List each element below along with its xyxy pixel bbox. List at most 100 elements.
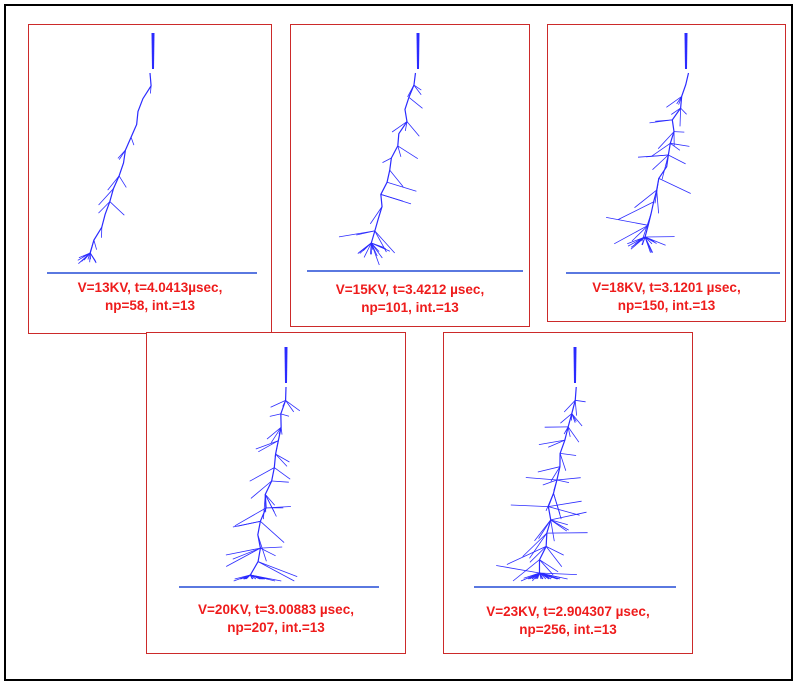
discharge-trunk [370,72,417,244]
panel-v18kv: V=18KV, t=3.1201 µsec, np=150, int.=13 [547,24,786,322]
discharge-branch [634,189,657,209]
discharge-tip-branch [250,574,261,580]
discharge-branch [645,154,669,158]
discharge-branch [545,546,564,556]
discharge-branch [563,426,569,435]
discharge-branch [538,439,565,445]
discharge-branch [266,426,282,440]
discharge-branch [386,181,417,192]
discharge-tip-branch [249,574,253,580]
discharge-branch [266,506,291,509]
caption-line-1: V=15KV, t=3.4212 µsec, [335,282,485,297]
discharge-branch [130,137,135,146]
discharge-branch [525,477,557,481]
discharge-branch [617,201,654,220]
discharge-branch [232,547,261,560]
needle-electrode [684,32,686,70]
discharge-branch [275,453,290,463]
discharge-branch [404,121,408,131]
discharge-branch [560,453,577,456]
discharge-branch [278,427,282,435]
discharge-branch [671,107,681,115]
discharge-branch [542,479,558,486]
discharge-branch [606,217,649,226]
discharge-tree-v23kv [474,346,676,588]
discharge-branch [225,547,261,556]
discharge-branch [574,400,577,416]
discharge-branch [264,494,276,506]
discharge-branch [274,467,291,480]
discharge-branch [280,413,290,417]
discharge-branch [534,519,552,542]
discharge-tip-branch [644,236,651,253]
caption-line-1: V=18KV, t=3.1201 µsec, [592,280,741,295]
caption-line-2: np=58, int.=13 [104,298,196,313]
discharge-branch [553,479,558,491]
discharge-branch [571,413,583,427]
discharge-branch [257,534,267,562]
discharge-branch [249,467,275,482]
caption-line-2: np=256, int.=13 [519,622,617,637]
discharge-branch [670,142,690,147]
discharge-branch [257,561,295,582]
discharge-tip-branch [359,242,372,254]
needle-electrode [686,32,688,70]
discharge-branch [548,500,582,507]
discharge-tip-branch [89,252,96,261]
discharge-branch [382,157,392,163]
discharge-branch [550,519,569,531]
discharge-branch [87,239,95,260]
discharge-branch [631,225,649,242]
discharge-tree-v18kv [566,32,780,274]
discharge-branch [496,565,540,574]
discharge-tip-branch [641,236,646,245]
discharge-tip-branch [81,252,91,262]
discharge-branch [550,519,568,526]
discharge-branch [614,224,649,245]
discharge-branch [93,239,97,250]
discharge-branch [529,546,547,563]
discharge-branch [260,521,285,543]
needle-electrode [284,346,286,384]
discharge-tip-branch [371,242,391,252]
discharge-tree-v15kv [307,32,523,272]
discharge-branch [255,440,279,450]
discharge-branch [678,96,683,105]
discharge-tip-branch [539,572,547,580]
discharge-branch [548,506,580,516]
discharge-branch [652,154,669,170]
discharge-branch [234,507,267,527]
discharge-branch [263,494,266,520]
discharge-branch [280,427,283,435]
discharge-tip-branch [370,242,378,257]
discharge-branch [407,84,415,97]
discharge-branch [548,439,565,448]
discharge-branch [537,466,560,473]
discharge-branch [545,546,563,567]
needle-electrode [153,32,155,70]
discharge-branch [651,142,671,157]
discharge-branch [406,121,420,137]
panel-v23kv: V=23KV, t=2.904307 µsec, np=256, int.=13 [443,332,693,654]
discharge-branch [408,96,423,109]
discharge-branch [285,400,301,412]
caption-v23kv: V=23KV, t=2.904307 µsec, np=256, int.=13 [444,603,692,639]
discharge-branch [506,546,547,565]
discharge-trunk [89,72,152,254]
discharge-tip-branch [240,574,251,580]
discharge-branch [274,440,279,457]
discharge-tip-branch [533,572,540,578]
discharge-branch [269,413,281,417]
discharge-branch [237,520,261,527]
discharge-tip-branch [523,572,540,579]
panel-v20kv: V=20KV, t=3.00883 µsec, np=207, int.=13 [146,332,406,654]
discharge-branch [567,426,580,443]
discharge-branch [553,493,562,520]
discharge-tree-v13kv [47,32,257,274]
discharge-branch [389,169,404,188]
panel-v15kv: V=15KV, t=3.4212 µsec, np=101, int.=13 [290,24,530,327]
discharge-branch [257,561,298,577]
caption-v18kv: V=18KV, t=3.1201 µsec, np=150, int.=13 [548,279,785,315]
discharge-branch [98,201,111,214]
discharge-branch [550,466,561,482]
